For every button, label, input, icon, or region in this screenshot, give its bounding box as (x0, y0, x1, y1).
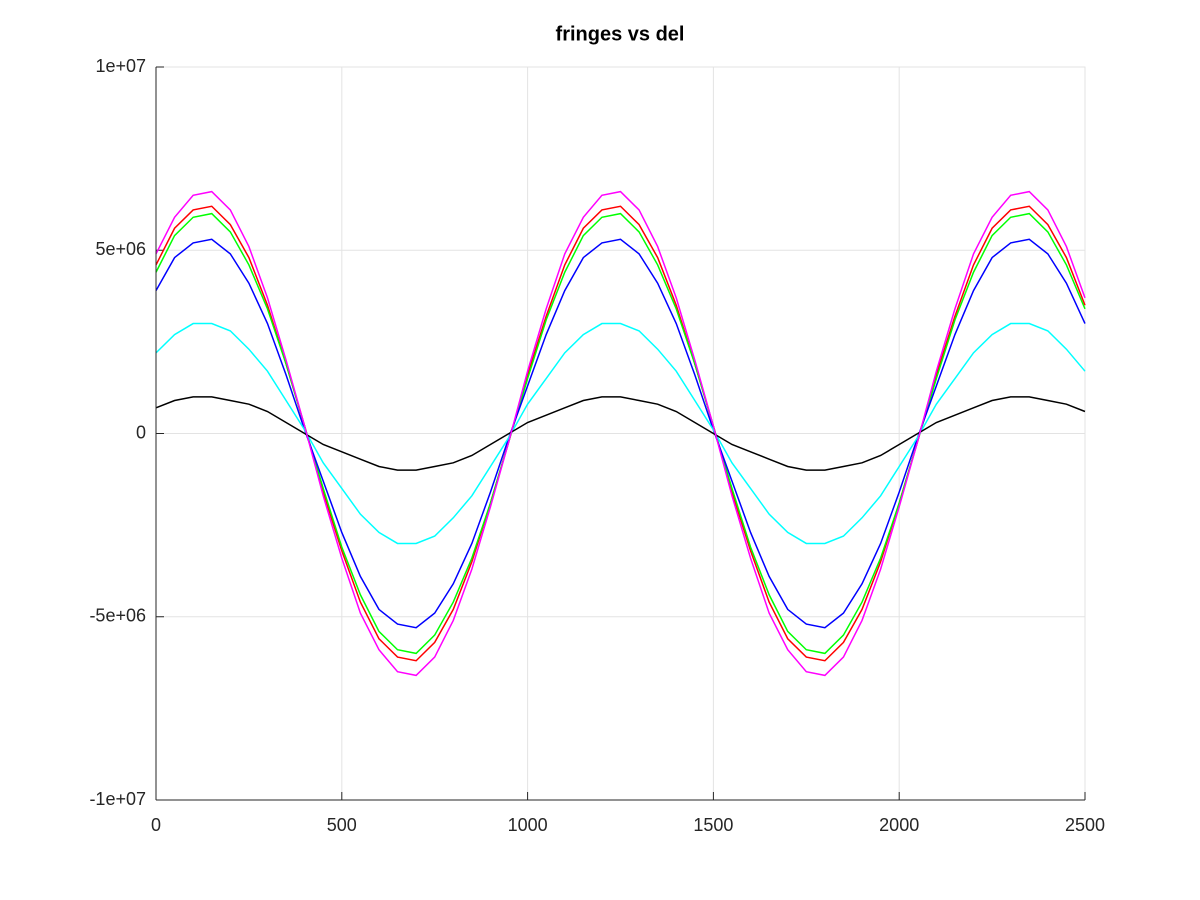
y-tick-label: 5e+06 (95, 239, 146, 259)
chart-title: fringes vs del (556, 23, 685, 45)
y-tick-label: -1e+07 (89, 789, 146, 809)
series-line (155, 396, 1086, 471)
y-tick-label: 1e+07 (95, 56, 146, 76)
y-tick-label: -5e+06 (89, 606, 146, 626)
x-tick-label: 2000 (879, 815, 919, 835)
x-tick-label: 1000 (508, 815, 548, 835)
x-tick-label: 500 (327, 815, 357, 835)
x-tick-label: 2500 (1065, 815, 1105, 835)
x-tick-label: 1500 (693, 815, 733, 835)
series-line (155, 190, 1086, 677)
x-tick-label: 0 (151, 815, 161, 835)
series-line (155, 322, 1086, 545)
y-tick-label: 0 (136, 422, 146, 442)
